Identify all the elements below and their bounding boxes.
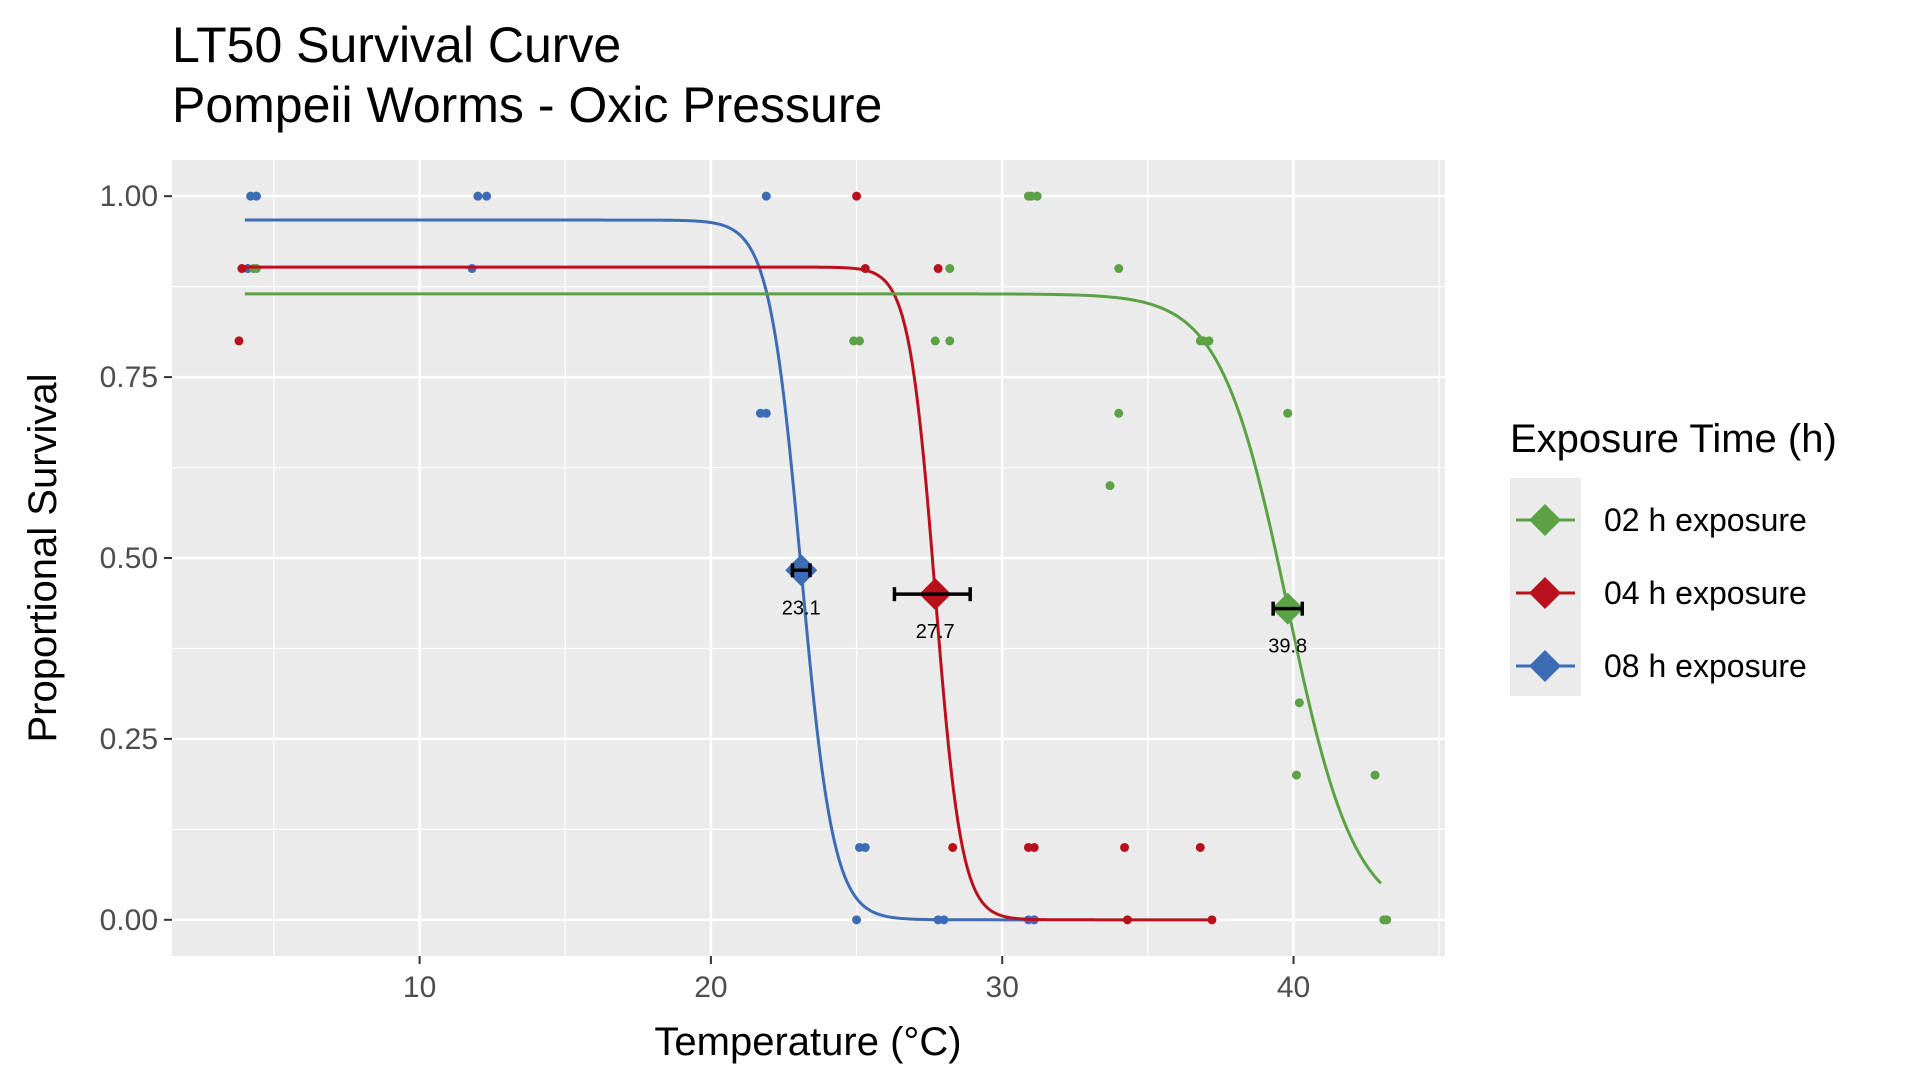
y-tick-label: 0.75 — [100, 361, 158, 394]
chart-title: LT50 Survival Curve — [172, 17, 621, 73]
x-tick-label: 20 — [694, 971, 727, 1004]
data-point — [251, 191, 261, 201]
y-axis-title: Proportional Survival — [21, 373, 65, 742]
data-points — [234, 191, 1392, 925]
y-tick-label: 0.25 — [100, 723, 158, 756]
data-point — [1291, 770, 1301, 780]
data-point — [1114, 408, 1124, 418]
data-point — [948, 842, 958, 852]
fitted-curve — [244, 218, 1032, 922]
y-tick-label: 0.00 — [100, 904, 158, 937]
data-point — [761, 191, 771, 201]
legend-key-diamond — [1529, 650, 1561, 682]
data-point — [933, 264, 943, 274]
legend-key-diamond — [1529, 504, 1561, 536]
data-point — [1370, 770, 1380, 780]
legend-label: 02 h exposure — [1604, 502, 1807, 538]
data-point — [854, 336, 864, 346]
chart-subtitle: Pompeii Worms - Oxic Pressure — [172, 77, 882, 133]
data-point — [860, 842, 870, 852]
data-point — [237, 264, 247, 274]
data-point — [1029, 842, 1039, 852]
legend-key-diamond — [1529, 577, 1561, 609]
x-tick-label: 40 — [1277, 971, 1310, 1004]
fitted-curve — [244, 265, 1212, 922]
data-point — [1294, 698, 1304, 708]
data-point — [1283, 408, 1293, 418]
x-tick-label: 10 — [403, 971, 436, 1004]
major-gridlines — [172, 160, 1445, 956]
fitted-curves — [244, 218, 1383, 922]
data-point — [1382, 915, 1392, 925]
data-point — [852, 915, 862, 925]
y-tick-label: 1.00 — [100, 180, 158, 213]
fitted-curve — [244, 292, 1383, 885]
legend-label: 08 h exposure — [1604, 648, 1807, 684]
legend-item: 04 h exposure — [1516, 575, 1807, 611]
data-point — [852, 191, 862, 201]
data-point — [1120, 842, 1130, 852]
data-point — [1105, 481, 1115, 491]
data-point — [1195, 842, 1205, 852]
x-axis-title: Temperature (°C) — [654, 1020, 961, 1064]
data-point — [1114, 264, 1124, 274]
x-tick-labels: 10 20 30 40 — [403, 971, 1310, 1004]
legend-item: 02 h exposure — [1516, 502, 1807, 538]
x-tick-label: 30 — [986, 971, 1019, 1004]
lt50-value-label: 39.8 — [1268, 636, 1307, 658]
data-point — [945, 336, 955, 346]
data-point — [1032, 191, 1042, 201]
legend: Exposure Time (h) 02 h exposure 04 h expo… — [1510, 417, 1837, 696]
legend-label: 04 h exposure — [1604, 575, 1807, 611]
data-point — [482, 191, 492, 201]
legend-item: 08 h exposure — [1516, 648, 1807, 684]
legend-title: Exposure Time (h) — [1510, 417, 1837, 461]
lt50-value-label: 23.1 — [782, 597, 821, 619]
data-point — [473, 191, 483, 201]
data-point — [234, 336, 244, 346]
lt50-value-label: 27.7 — [916, 621, 955, 643]
y-tick-labels: 0.00 0.25 0.50 0.75 1.00 — [100, 180, 158, 937]
data-point — [761, 408, 771, 418]
axis-ticks — [164, 195, 1295, 964]
lt50-markers: 23.1 27.7 39.8 — [782, 554, 1307, 658]
data-point — [930, 336, 940, 346]
data-point — [945, 264, 955, 274]
y-tick-label: 0.50 — [100, 542, 158, 575]
